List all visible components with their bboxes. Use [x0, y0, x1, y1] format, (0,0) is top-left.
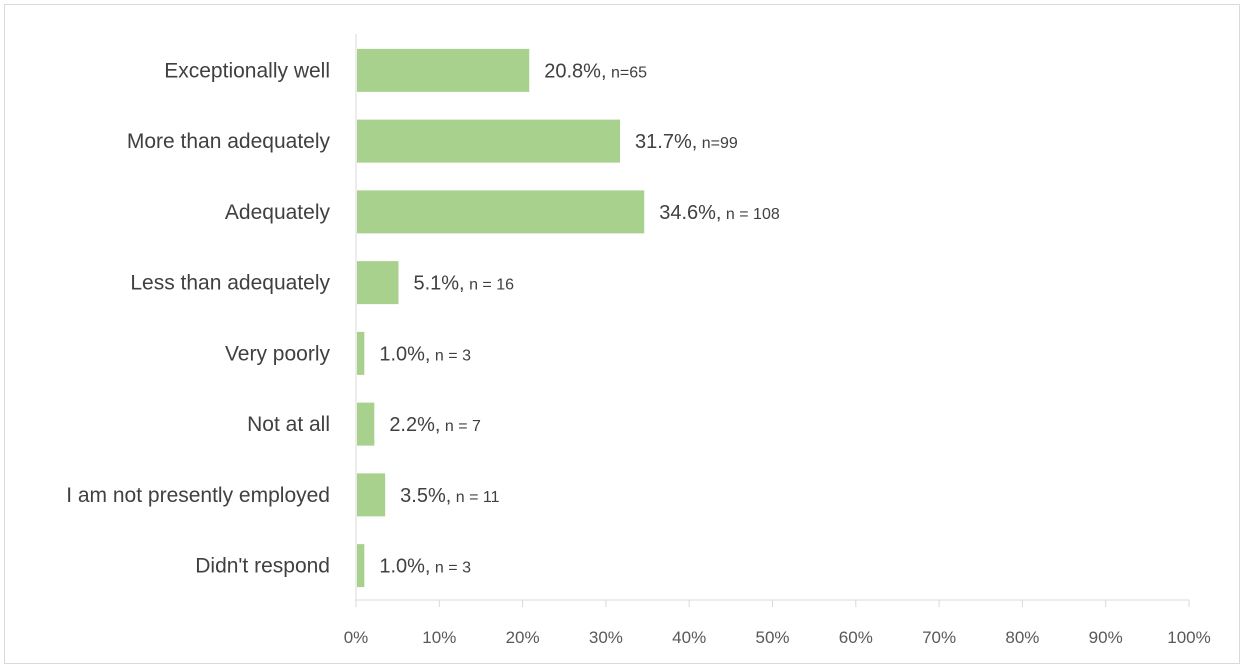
category-label: More than adequately [127, 130, 331, 153]
data-label: 31.7%, n=99 [635, 131, 738, 153]
category-label: I am not presently employed [66, 484, 330, 507]
data-label-percent: 31.7%, [635, 131, 697, 153]
data-label: 5.1%, n = 16 [413, 273, 514, 295]
chart-frame [4, 4, 1240, 664]
data-label-count: n = 11 [451, 489, 499, 506]
bar [357, 544, 365, 588]
data-label-count: n = 16 [465, 277, 514, 294]
x-tick-label: 0% [344, 628, 369, 647]
data-label-percent: 5.1%, [413, 273, 464, 295]
category-label: Exceptionally well [164, 59, 330, 82]
data-label-count: n = 7 [440, 418, 481, 435]
data-label: 34.6%, n = 108 [659, 202, 780, 224]
bar [357, 261, 399, 305]
data-label-percent: 34.6%, [659, 202, 721, 224]
x-tick-label: 40% [672, 628, 706, 647]
x-tick-label: 50% [755, 628, 789, 647]
data-label-percent: 1.0%, [379, 343, 430, 365]
x-tick-label: 80% [1005, 628, 1039, 647]
data-label-count: n=99 [697, 135, 738, 152]
bar [357, 119, 621, 163]
data-label-percent: 20.8%, [544, 60, 606, 82]
x-tick-label: 70% [922, 628, 956, 647]
x-tick-label: 60% [839, 628, 873, 647]
bar [357, 190, 645, 234]
data-label-count: n = 108 [721, 206, 779, 223]
x-tick-label: 20% [506, 628, 540, 647]
bar [357, 48, 530, 92]
x-tick-label: 10% [422, 628, 456, 647]
data-label: 3.5%, n = 11 [400, 485, 499, 507]
x-tick-label: 90% [1089, 628, 1123, 647]
data-label-count: n = 3 [430, 347, 471, 364]
x-tick-label: 30% [589, 628, 623, 647]
data-label-percent: 1.0%, [379, 556, 430, 578]
x-tick-label: 100% [1167, 628, 1210, 647]
bar [357, 473, 386, 517]
data-label: 2.2%, n = 7 [389, 414, 481, 436]
data-label: 20.8%, n=65 [544, 60, 647, 82]
category-label: Didn't respond [195, 555, 330, 578]
category-label: Adequately [225, 201, 331, 224]
data-label: 1.0%, n = 3 [379, 556, 471, 578]
bar [357, 331, 365, 375]
category-label: Very poorly [225, 342, 331, 365]
bar [357, 402, 375, 446]
data-label-count: n = 3 [430, 560, 471, 577]
category-label: Less than adequately [130, 272, 330, 295]
data-label: 1.0%, n = 3 [379, 343, 471, 365]
data-label-percent: 2.2%, [389, 414, 440, 436]
category-label: Not at all [247, 413, 330, 436]
data-label-count: n=65 [607, 64, 648, 81]
data-label-percent: 3.5%, [400, 485, 451, 507]
